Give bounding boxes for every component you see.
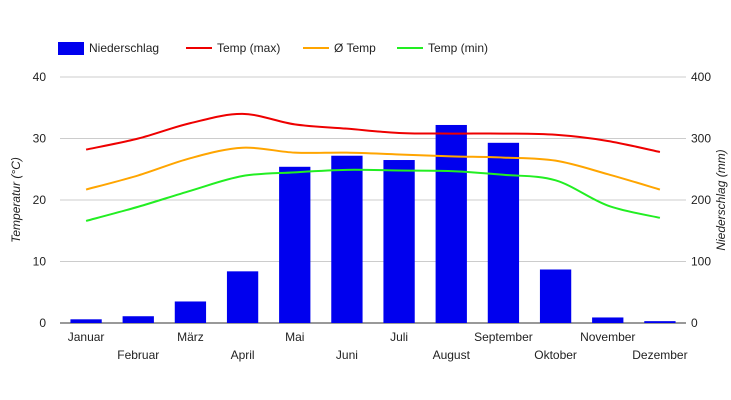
precipitation-bar xyxy=(435,124,467,323)
category-label: Januar xyxy=(68,330,105,344)
temp-max-line xyxy=(85,112,661,154)
temperature-lines xyxy=(85,112,661,222)
left-tick-label: 0 xyxy=(39,316,46,330)
category-label: August xyxy=(433,348,471,362)
right-tick-label: 0 xyxy=(691,316,698,330)
category-label: Juli xyxy=(390,330,408,344)
precipitation-bar xyxy=(279,166,311,323)
right-axis-title: Niederschlag (mm) xyxy=(714,149,728,250)
left-tick-label: 30 xyxy=(33,132,47,146)
right-tick-label: 200 xyxy=(691,193,711,207)
left-tick-label: 20 xyxy=(33,193,47,207)
legend-label: Niederschlag xyxy=(89,41,159,55)
left-tick-label: 40 xyxy=(33,70,47,84)
category-label: April xyxy=(231,348,255,362)
left-axis-title: Temperatur (°C) xyxy=(9,157,23,243)
legend-label: Ø Temp xyxy=(334,41,376,55)
category-label: September xyxy=(474,330,533,344)
precipitation-bar xyxy=(644,321,676,323)
category-label: Mai xyxy=(285,330,304,344)
category-label: März xyxy=(177,330,204,344)
precipitation-bars xyxy=(70,124,676,323)
precipitation-bar xyxy=(383,160,415,323)
precipitation-bar xyxy=(592,317,624,323)
temp-avg-line xyxy=(85,146,661,191)
category-label: Oktober xyxy=(534,348,577,362)
category-label: Februar xyxy=(117,348,159,362)
axes: 0 0 10 100 20 200 30 300 40 400 Januar Februar März A… xyxy=(33,70,712,362)
right-tick-label: 400 xyxy=(691,70,711,84)
precipitation-bar xyxy=(122,316,154,323)
precipitation-bar xyxy=(487,142,520,323)
legend-label: Temp (max) xyxy=(217,41,280,55)
category-label: Juni xyxy=(336,348,358,362)
left-tick-label: 10 xyxy=(33,255,47,269)
category-label: Dezember xyxy=(632,348,687,362)
legend-label: Temp (min) xyxy=(428,41,488,55)
right-tick-label: 300 xyxy=(691,132,711,146)
precipitation-bar xyxy=(226,271,259,323)
precipitation-bar xyxy=(539,269,572,323)
legend-swatch-bar xyxy=(58,42,84,55)
temp-min-line xyxy=(85,168,661,222)
legend: Niederschlag Temp (max) Ø Temp Temp (min) xyxy=(58,41,488,55)
precipitation-bar xyxy=(174,301,207,323)
precipitation-bar xyxy=(70,319,102,323)
grid-lines xyxy=(60,76,686,324)
category-label: November xyxy=(580,330,635,344)
precipitation-bar xyxy=(331,155,363,323)
right-tick-label: 100 xyxy=(691,255,711,269)
